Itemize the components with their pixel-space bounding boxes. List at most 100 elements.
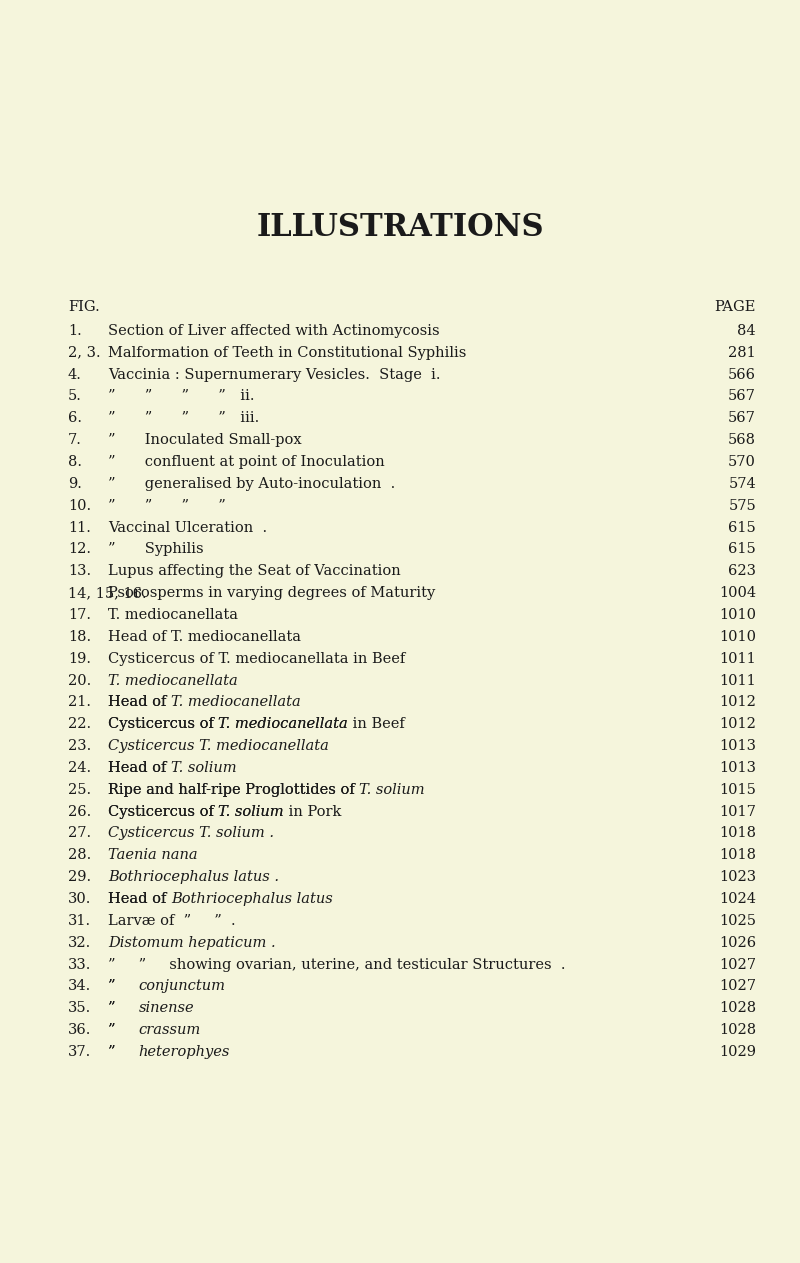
Text: 281: 281 [728, 346, 756, 360]
Text: 27.: 27. [68, 826, 91, 840]
Text: Malformation of Teeth in Constitutional Syphilis: Malformation of Teeth in Constitutional … [108, 346, 466, 360]
Text: ”: ” [108, 979, 138, 994]
Text: 1012: 1012 [719, 696, 756, 710]
Text: Vaccinal Ulceration  .: Vaccinal Ulceration . [108, 520, 267, 534]
Text: 4.: 4. [68, 368, 82, 381]
Text: T. solium: T. solium [171, 760, 237, 775]
Text: 35.: 35. [68, 1002, 91, 1015]
Text: 1026: 1026 [719, 936, 756, 950]
Text: T. mediocanellata: T. mediocanellata [171, 696, 301, 710]
Text: 1025: 1025 [719, 914, 756, 928]
Text: 10.: 10. [68, 499, 91, 513]
Text: 13.: 13. [68, 565, 91, 578]
Text: Head of: Head of [108, 696, 171, 710]
Text: 11.: 11. [68, 520, 91, 534]
Text: 17.: 17. [68, 608, 91, 621]
Text: 7.: 7. [68, 433, 82, 447]
Text: 25.: 25. [68, 783, 91, 797]
Text: 1.: 1. [68, 323, 82, 338]
Text: Head of: Head of [108, 760, 171, 775]
Text: 1013: 1013 [719, 739, 756, 753]
Text: Head of T. mediocanellata: Head of T. mediocanellata [108, 630, 301, 644]
Text: in Pork: in Pork [284, 805, 342, 818]
Text: 615: 615 [728, 542, 756, 557]
Text: 18.: 18. [68, 630, 91, 644]
Text: 567: 567 [728, 389, 756, 403]
Text: Ripe and half-ripe Proglottides of: Ripe and half-ripe Proglottides of [108, 783, 359, 797]
Text: Head of: Head of [108, 892, 171, 906]
Text: T. solium: T. solium [218, 805, 284, 818]
Text: 566: 566 [728, 368, 756, 381]
Text: Vaccinia : Supernumerary Vesicles.  Stage  i.: Vaccinia : Supernumerary Vesicles. Stage… [108, 368, 441, 381]
Text: Head of: Head of [108, 696, 171, 710]
Text: 14, 15, 16.: 14, 15, 16. [68, 586, 146, 600]
Text: Cysticercus of: Cysticercus of [108, 717, 218, 731]
Text: 23.: 23. [68, 739, 91, 753]
Text: Cysticercus T. solium .: Cysticercus T. solium . [108, 826, 274, 840]
Text: 36.: 36. [68, 1023, 91, 1037]
Text: 1028: 1028 [719, 1023, 756, 1037]
Text: ”: ” [108, 1023, 138, 1037]
Text: 570: 570 [728, 455, 756, 469]
Text: 26.: 26. [68, 805, 91, 818]
Text: 575: 575 [728, 499, 756, 513]
Text: heterophyes: heterophyes [138, 1045, 230, 1058]
Text: 2, 3.: 2, 3. [68, 346, 101, 360]
Text: Cysticercus of T. mediocanellata in Beef: Cysticercus of T. mediocanellata in Beef [108, 652, 406, 666]
Text: conjunctum: conjunctum [138, 979, 226, 994]
Text: 1028: 1028 [719, 1002, 756, 1015]
Text: 1013: 1013 [719, 760, 756, 775]
Text: 615: 615 [728, 520, 756, 534]
Text: Head of: Head of [108, 760, 171, 775]
Text: T. mediocanellata: T. mediocanellata [218, 717, 348, 731]
Text: ”  ”  ”  ”: ” ” ” ” [108, 499, 226, 513]
Text: 1010: 1010 [719, 630, 756, 644]
Text: ”: ” [108, 1023, 138, 1037]
Text: 37.: 37. [68, 1045, 91, 1058]
Text: 1029: 1029 [719, 1045, 756, 1058]
Text: 5.: 5. [68, 389, 82, 403]
Text: 32.: 32. [68, 936, 91, 950]
Text: 1012: 1012 [719, 717, 756, 731]
Text: 30.: 30. [68, 892, 91, 906]
Text: 1018: 1018 [719, 849, 756, 863]
Text: 1010: 1010 [719, 608, 756, 621]
Text: 1027: 1027 [719, 979, 756, 994]
Text: ”: ” [108, 1002, 138, 1015]
Text: 9.: 9. [68, 477, 82, 491]
Text: 84: 84 [738, 323, 756, 338]
Text: Bothriocephalus latus .: Bothriocephalus latus . [108, 870, 279, 884]
Text: ”  Syphilis: ” Syphilis [108, 542, 204, 557]
Text: 1018: 1018 [719, 826, 756, 840]
Text: Bothriocephalus latus: Bothriocephalus latus [171, 892, 333, 906]
Text: T. mediocanellata: T. mediocanellata [108, 608, 238, 621]
Text: 22.: 22. [68, 717, 91, 731]
Text: T. solium: T. solium [218, 805, 284, 818]
Text: T. mediocanellata: T. mediocanellata [108, 673, 238, 687]
Text: 574: 574 [728, 477, 756, 491]
Text: Taenia nana: Taenia nana [108, 849, 198, 863]
Text: Cysticercus of: Cysticercus of [108, 717, 218, 731]
Text: ”: ” [108, 1045, 138, 1058]
Text: 31.: 31. [68, 914, 91, 928]
Text: 19.: 19. [68, 652, 91, 666]
Text: 29.: 29. [68, 870, 91, 884]
Text: 567: 567 [728, 412, 756, 426]
Text: Psorosperms in varying degrees of Maturity: Psorosperms in varying degrees of Maturi… [108, 586, 435, 600]
Text: ”  generalised by Auto-inoculation  .: ” generalised by Auto-inoculation . [108, 477, 395, 491]
Text: Ripe and half-ripe Proglottides of: Ripe and half-ripe Proglottides of [108, 783, 359, 797]
Text: 8.: 8. [68, 455, 82, 469]
Text: 1024: 1024 [719, 892, 756, 906]
Text: 568: 568 [728, 433, 756, 447]
Text: 34.: 34. [68, 979, 91, 994]
Text: 33.: 33. [68, 957, 91, 971]
Text: PAGE: PAGE [714, 299, 756, 314]
Text: ”  confluent at point of Inoculation: ” confluent at point of Inoculation [108, 455, 385, 469]
Text: Head of: Head of [108, 892, 171, 906]
Text: crassum: crassum [138, 1023, 201, 1037]
Text: 1011: 1011 [719, 673, 756, 687]
Text: 1004: 1004 [719, 586, 756, 600]
Text: Larvæ of  ”     ”  .: Larvæ of ” ” . [108, 914, 236, 928]
Text: Cysticercus of: Cysticercus of [108, 805, 218, 818]
Text: FIG.: FIG. [68, 299, 100, 314]
